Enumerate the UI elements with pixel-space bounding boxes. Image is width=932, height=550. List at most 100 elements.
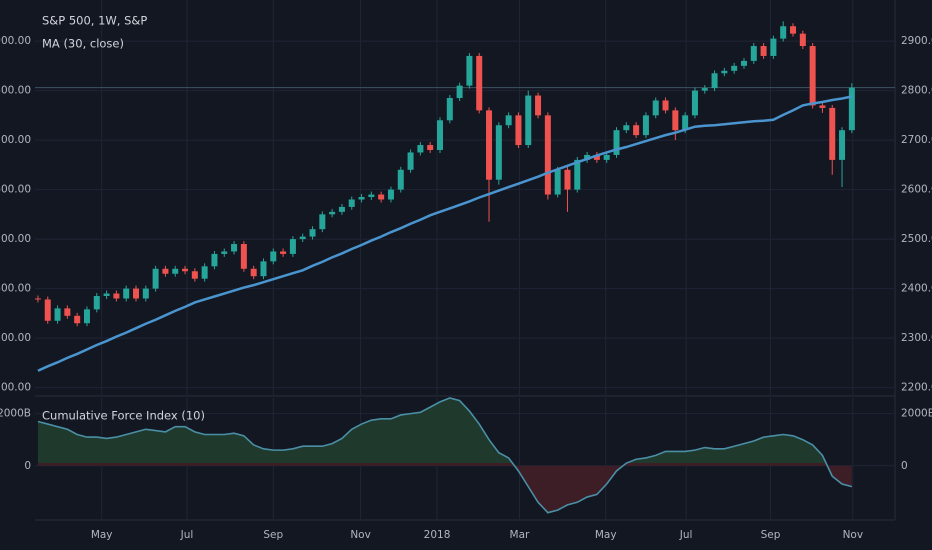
y-tick-label: 2600.00 — [901, 184, 932, 196]
candle-body — [338, 206, 345, 212]
candle-body — [446, 98, 453, 121]
candle-body — [701, 88, 708, 91]
candle-body — [799, 33, 806, 47]
x-tick-label: May — [91, 529, 113, 541]
candle-body — [368, 194, 375, 198]
y-tick-label: 2500.00 — [901, 233, 932, 245]
candle-body — [535, 95, 542, 116]
candle-body — [642, 115, 649, 136]
candle-body — [848, 87, 855, 131]
candle-body — [93, 296, 100, 310]
y-tick-label: 2700.00 — [901, 134, 932, 146]
candle-body — [682, 115, 689, 131]
candle-body — [760, 46, 767, 56]
candle-body — [584, 154, 591, 160]
moving-average-line — [37, 95, 853, 372]
candle-body — [231, 244, 238, 252]
candle-body — [780, 26, 787, 39]
candle-body — [260, 261, 267, 277]
labels: S&P 500, 1W, S&P MA (30, close) Cumulati… — [0, 14, 932, 542]
candle-body — [113, 293, 120, 299]
y-tick-label: 2700.00 — [0, 134, 31, 146]
y-tick-label: 0 — [24, 460, 31, 472]
candle-body — [574, 159, 581, 190]
candle-body — [240, 244, 247, 269]
y-tick-label: 2400.00 — [0, 283, 31, 295]
y-tick-label: 2600.00 — [0, 184, 31, 196]
candle-body — [270, 251, 277, 262]
candle-body — [652, 100, 659, 116]
candle-body — [731, 65, 738, 71]
x-tick-label: Nov — [350, 529, 371, 541]
candle-body — [427, 145, 434, 150]
x-tick-label: Sep — [263, 529, 283, 541]
y-tick-label: 2000B — [901, 408, 932, 420]
candle-body — [662, 100, 669, 111]
candle-body — [221, 251, 228, 254]
candle-body — [839, 130, 846, 160]
y-tick-label: 2500.00 — [0, 233, 31, 245]
x-tick-label: Mar — [510, 529, 530, 541]
x-tick-label: Jul — [180, 529, 194, 541]
indicator-line — [37, 397, 853, 514]
candle-body — [280, 251, 287, 254]
x-tick-label: May — [595, 529, 617, 541]
x-tick-label: Sep — [761, 529, 781, 541]
positive-area — [37, 398, 827, 463]
y-tick-label: 0 — [901, 460, 908, 472]
candle-body — [740, 60, 747, 66]
y-tick-label: 2800.00 — [0, 85, 31, 97]
candle-body — [299, 236, 306, 240]
legend-entry: MA (30, close) — [42, 37, 124, 51]
y-tick-label: 2300.00 — [901, 332, 932, 344]
candle-body — [348, 199, 355, 207]
candle-body — [623, 125, 630, 131]
marks — [34, 21, 895, 514]
candle-body — [554, 169, 561, 195]
candle-body — [407, 152, 414, 170]
candle-body — [809, 46, 816, 106]
candle-body — [378, 194, 385, 200]
candle-body — [123, 288, 130, 299]
y-tick-label: 2900.00 — [901, 35, 932, 47]
candle-body — [515, 115, 522, 146]
x-tick-label: 2018 — [424, 529, 451, 541]
y-tick-label: 2300.00 — [0, 332, 31, 344]
candle-body — [711, 73, 718, 89]
y-tick-label: 2000B — [0, 408, 31, 420]
candle-body — [505, 115, 512, 126]
candle-body — [672, 110, 679, 131]
candle-body — [191, 271, 198, 279]
candle-body — [476, 55, 483, 111]
candle-body — [319, 214, 326, 230]
candle-body — [309, 229, 316, 237]
candle-body — [829, 107, 836, 160]
candle-body — [633, 125, 640, 136]
candle-body — [466, 55, 473, 86]
candle-body — [103, 293, 110, 297]
y-tick-label: 2200.00 — [0, 382, 31, 394]
candle-body — [819, 105, 826, 108]
candle-body — [152, 268, 159, 289]
candle-body — [44, 299, 51, 321]
candle-body — [172, 268, 179, 274]
candle-body — [436, 120, 443, 150]
candle-body — [64, 308, 71, 316]
x-tick-label: Nov — [843, 529, 864, 541]
candle-body — [162, 268, 169, 274]
candle-body — [182, 268, 189, 272]
legend-entry: Cumulative Force Index (10) — [42, 409, 205, 423]
candle-body — [770, 38, 777, 56]
candle-body — [74, 315, 81, 324]
candle-body — [593, 154, 600, 160]
candle-body — [34, 298, 41, 300]
y-tick-label: 2900.00 — [0, 35, 31, 47]
y-tick-label: 2400.00 — [901, 283, 932, 295]
candle-body — [564, 169, 571, 190]
candle-body — [211, 253, 218, 267]
candle-body — [397, 169, 404, 190]
y-tick-label: 2800.00 — [901, 85, 932, 97]
candle-body — [721, 70, 728, 74]
candle-body — [750, 46, 757, 61]
